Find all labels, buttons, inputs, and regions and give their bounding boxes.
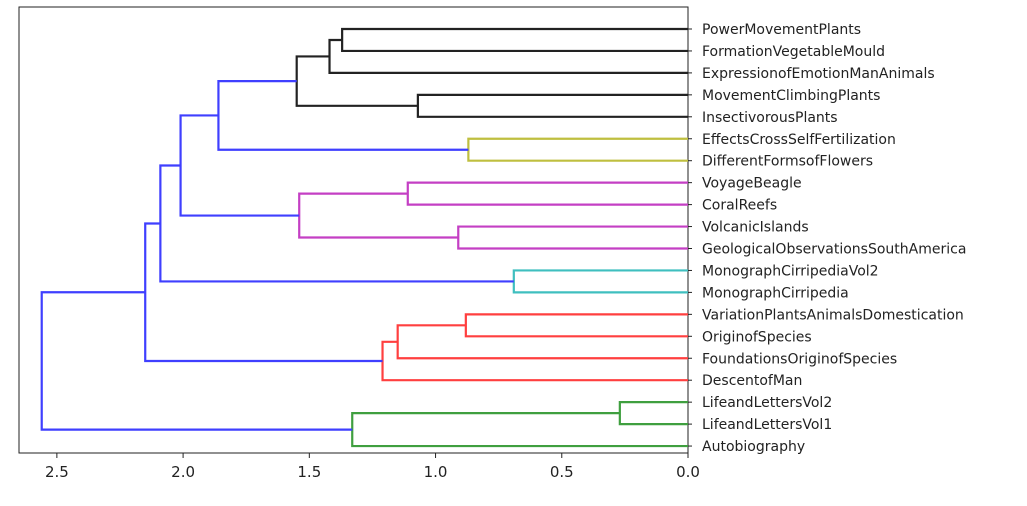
dendrogram-link-m11 (512, 269, 688, 294)
dendrogram-links (40, 27, 688, 448)
x-tick-label: 2.0 (171, 463, 195, 481)
dendrogram-link-m2 (328, 38, 688, 74)
leaf-label: OriginofSpecies (702, 329, 812, 345)
leaf-label: ExpressionofEmotionManAnimals (702, 66, 935, 82)
dendrogram-link-m19 (40, 291, 353, 431)
leaf-label: MonographCirripediaVol2 (702, 263, 879, 279)
dendrogram-link-m3 (416, 93, 688, 118)
dendrogram-link-m12 (159, 164, 514, 283)
dendrogram-link-m6 (217, 80, 469, 151)
dendrogram-link-m17 (618, 401, 688, 426)
leaf-label: MovementClimbingPlants (702, 88, 880, 104)
leaf-label: VariationPlantsAnimalsDomestication (702, 307, 964, 323)
leaf-label: DifferentFormsofFlowers (702, 154, 873, 170)
dendrogram-link-m13 (464, 313, 688, 338)
plot-frame (18, 6, 689, 454)
leaf-label: FoundationsOriginofSpecies (702, 351, 897, 367)
leaf-label: EffectsCrossSelfFertilization (702, 132, 896, 148)
dendrogram-link-m9 (298, 192, 459, 239)
leaf-label: InsectivorousPlants (702, 110, 838, 126)
dendrogram-link-m5 (467, 137, 688, 162)
x-tick-label: 1.5 (297, 463, 321, 481)
leaf-label: LifeandLettersVol1 (702, 417, 832, 433)
dendrogram-link-m8 (457, 225, 688, 250)
x-tick-label: 0.0 (676, 463, 700, 481)
x-tick-label: 1.0 (424, 463, 448, 481)
leaf-label: FormationVegetableMould (702, 44, 885, 60)
dendrogram-link-m16 (144, 222, 383, 363)
x-tick-label: 2.5 (45, 463, 69, 481)
dendrogram-link-m14 (396, 324, 688, 360)
leaf-label: GeologicalObservationsSouthAmerica (702, 242, 966, 258)
dendrogram-link-m18 (351, 412, 688, 448)
leaf-label: PowerMovementPlants (702, 22, 861, 38)
leaf-label: LifeandLettersVol2 (702, 395, 832, 411)
leaf-label: Autobiography (702, 439, 805, 455)
leaf-label: VoyageBeagle (702, 176, 802, 192)
dendrogram-link-m10 (179, 114, 300, 217)
leaf-labels: PowerMovementPlants FormationVegetableMou… (688, 22, 966, 455)
dendrogram-link-m7 (406, 181, 688, 206)
dendrogram-link-m4 (295, 55, 418, 107)
dendrogram-link-m1 (341, 27, 688, 53)
leaf-label: DescentofMan (702, 373, 802, 389)
x-axis: 2.5 2.0 1.5 1.0 0.5 0.0 (45, 453, 700, 481)
x-tick-label: 0.5 (550, 463, 574, 481)
leaf-label: VolcanicIslands (702, 220, 809, 236)
dendrogram-link-m15 (381, 340, 688, 382)
leaf-label: CoralReefs (702, 198, 777, 214)
leaf-label: MonographCirripedia (702, 285, 849, 301)
